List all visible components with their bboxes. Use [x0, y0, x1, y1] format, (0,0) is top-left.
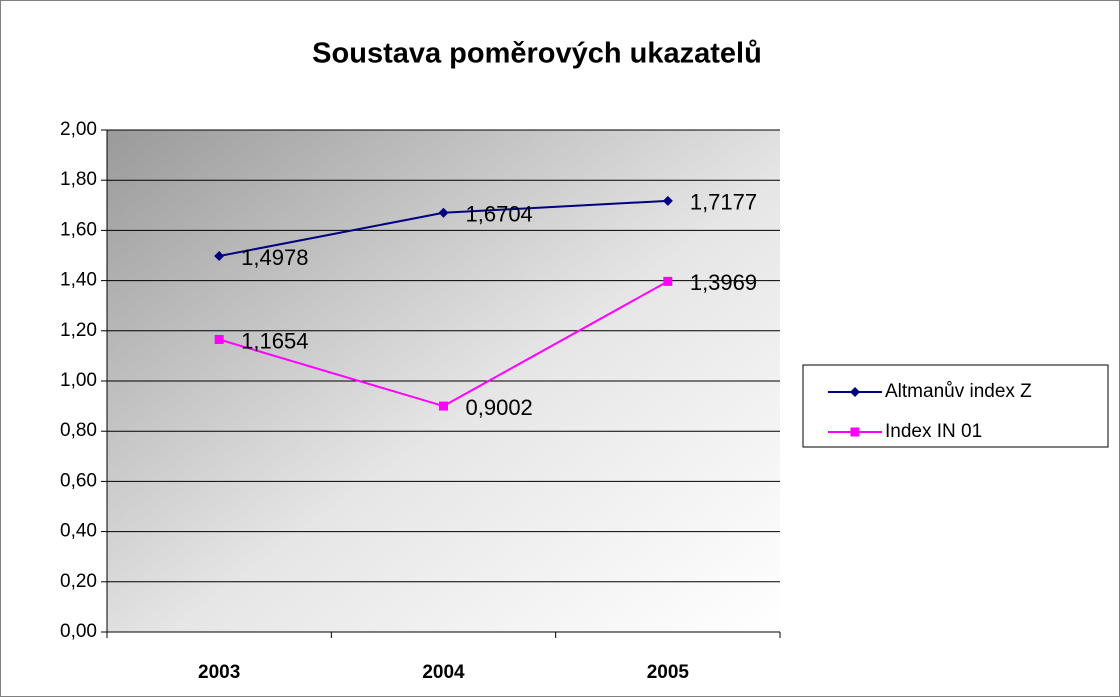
y-tick-label: 1,40 [60, 270, 97, 291]
y-tick-label: 1,00 [60, 370, 97, 391]
x-tick-label: 2003 [198, 662, 240, 683]
y-tick-label: 1,80 [60, 169, 97, 190]
data-label: 0,9002 [466, 395, 533, 420]
y-tick-label: 0,20 [60, 571, 97, 592]
data-point [662, 195, 673, 206]
data-label: 1,4978 [241, 245, 308, 270]
data-label: 1,1654 [241, 328, 308, 353]
data-label: 1,3969 [690, 270, 757, 295]
x-tick-label: 2005 [647, 662, 690, 683]
data-label: 1,6704 [466, 202, 533, 227]
chart-title: Soustava poměrových ukazatelů [312, 38, 762, 70]
data-point [214, 251, 225, 262]
y-tick-label: 1,60 [60, 219, 97, 240]
legend-marker [850, 387, 860, 397]
x-tick-label: 2004 [422, 662, 465, 683]
legend-marker [850, 427, 860, 437]
data-point [214, 334, 224, 344]
data-point [439, 401, 448, 411]
y-tick-label: 0,40 [60, 521, 97, 542]
y-tick-label: 0,00 [60, 621, 97, 642]
legend-label: Altmanův index Z [885, 381, 1032, 402]
y-tick-label: 0,80 [60, 420, 97, 441]
data-point [438, 207, 449, 218]
legend-label: Index IN 01 [885, 421, 982, 442]
data-point [663, 276, 673, 286]
data-label: 1,7177 [690, 190, 757, 215]
y-tick-label: 1,20 [60, 320, 97, 341]
y-tick-label: 2,00 [60, 119, 97, 140]
y-tick-label: 0,60 [60, 470, 97, 491]
